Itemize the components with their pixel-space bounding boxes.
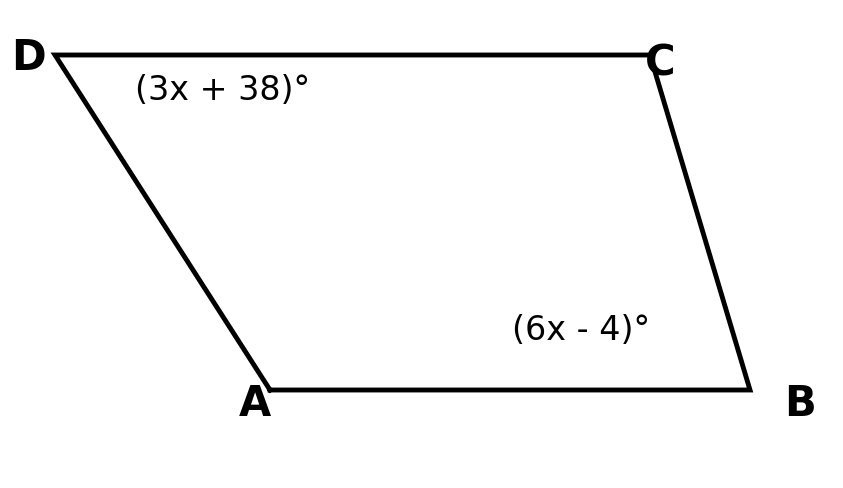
Text: D: D	[11, 37, 46, 79]
Text: C: C	[645, 42, 675, 84]
Text: (6x - 4)°: (6x - 4)°	[512, 313, 650, 346]
Text: B: B	[784, 383, 816, 425]
Text: (3x + 38)°: (3x + 38)°	[135, 74, 310, 106]
Text: A: A	[239, 383, 271, 425]
